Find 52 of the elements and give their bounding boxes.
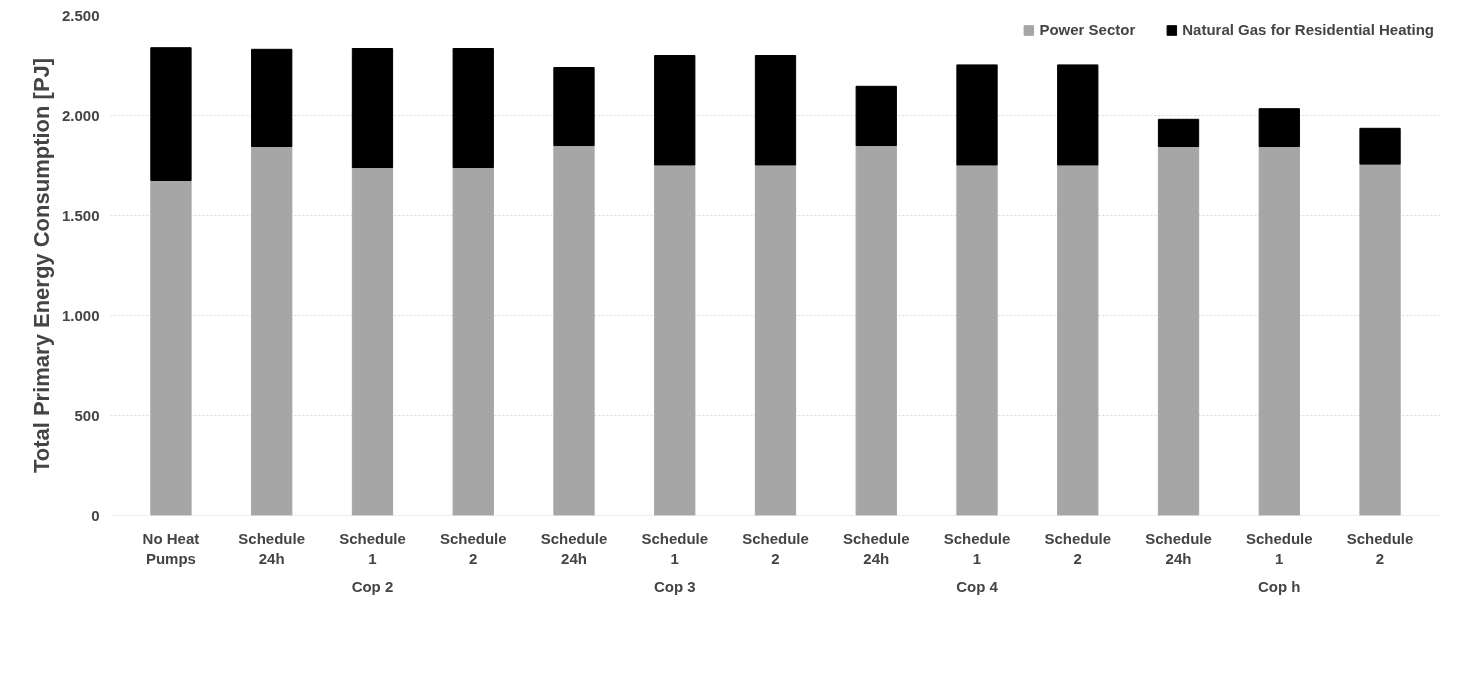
bar: [956, 164, 998, 516]
bar: [1359, 163, 1401, 516]
x-tick-label: No Heat Pumps: [142, 529, 200, 567]
legend-label: Power Sector: [1039, 21, 1136, 38]
bar: [956, 64, 998, 166]
y-tick-label: 500: [74, 406, 100, 424]
x-tick-label: Schedule 24h: [238, 529, 306, 567]
x-tick-label: Schedule 1: [1245, 529, 1313, 567]
bar: [1157, 118, 1200, 147]
bar: [1258, 108, 1300, 147]
bar: [855, 145, 897, 516]
x-tick-label: Schedule 2: [742, 529, 809, 567]
y-tick-label: 2.000: [61, 106, 100, 124]
y-axis-title: Total Primary Energy Consumption [PJ]: [28, 57, 54, 474]
bar: [251, 48, 293, 147]
x-tick-label: Schedule 24h: [842, 529, 910, 567]
y-tick-label: 2.500: [61, 6, 100, 24]
bar: [452, 167, 494, 516]
y-tick-label: 1.500: [61, 206, 100, 224]
bar: [553, 67, 595, 146]
bar: [553, 145, 595, 516]
bar: [754, 55, 797, 166]
text: Cop 3: [653, 577, 696, 595]
x-tick-label: Schedule 24h: [540, 529, 608, 567]
text: Cop 4: [956, 577, 999, 595]
x-tick-label: Schedule 2: [439, 529, 507, 567]
bar: [1057, 64, 1099, 166]
bar: [351, 167, 394, 516]
bar: [654, 55, 696, 166]
bar: [251, 146, 293, 516]
bar: [150, 180, 192, 516]
x-tick-label: Schedule 2: [1346, 529, 1414, 567]
text: Cop h: [1258, 577, 1301, 595]
legend-label: Natural Gas for Residential Heating: [1182, 21, 1434, 38]
x-tick-label: Schedule 24h: [1145, 529, 1212, 567]
x-tick-label: Schedule 1: [339, 529, 406, 567]
bar: [150, 47, 192, 181]
text: Cop 2: [351, 577, 394, 595]
bar: [754, 164, 797, 516]
bar: [855, 85, 897, 146]
x-tick-label: Schedule 1: [641, 529, 709, 567]
bar: [1258, 146, 1300, 516]
bar: [351, 48, 394, 168]
x-tick-label: Schedule 2: [1044, 529, 1112, 567]
bar: [1157, 146, 1200, 516]
bar: [1057, 164, 1099, 516]
x-tick-label: Schedule 1: [943, 529, 1011, 567]
bar: [1359, 127, 1401, 165]
y-tick-label: 1.000: [61, 306, 100, 324]
bar: [654, 164, 696, 516]
y-tick-label: 0: [91, 506, 100, 524]
bar: [452, 48, 494, 168]
